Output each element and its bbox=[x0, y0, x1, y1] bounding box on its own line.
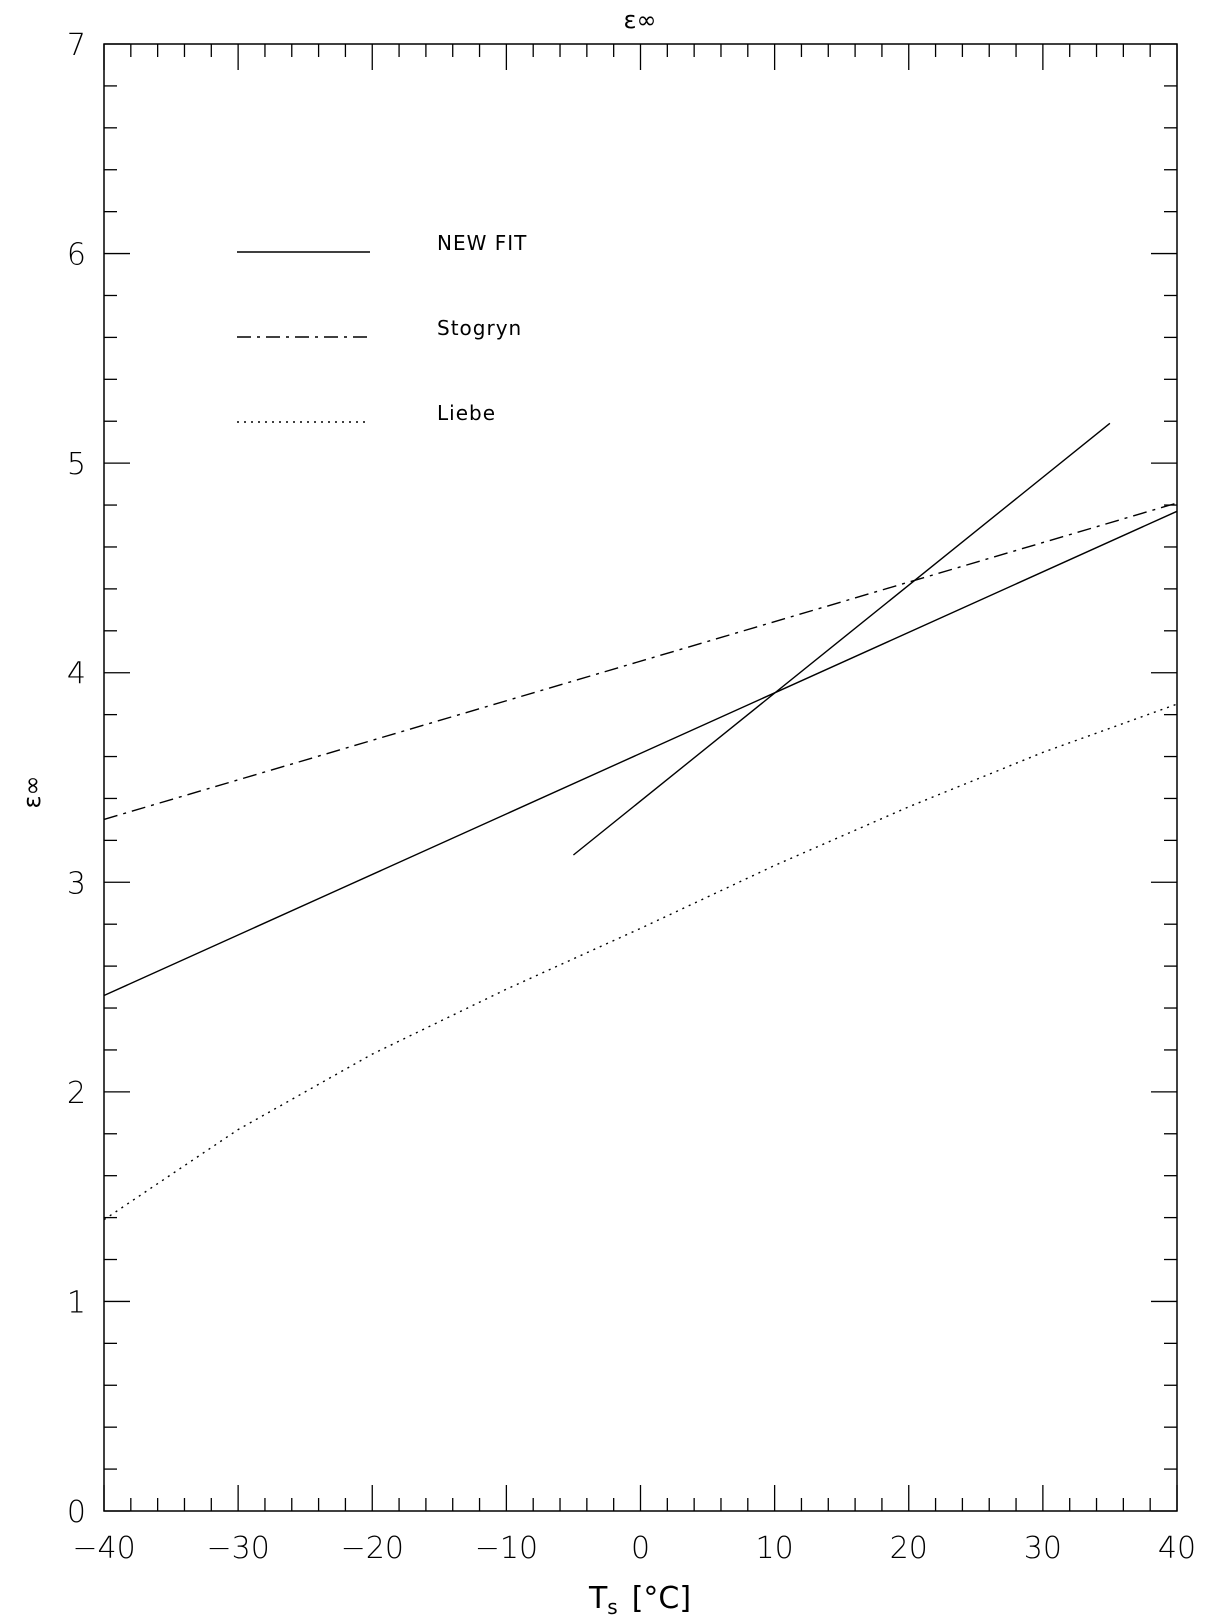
y-tick-label: 2 bbox=[67, 1076, 86, 1111]
x-tick-label: 30 bbox=[1024, 1531, 1062, 1566]
x-tick-label: −30 bbox=[206, 1531, 269, 1566]
y-tick-label: 3 bbox=[67, 866, 86, 901]
y-tick-label: 5 bbox=[67, 447, 86, 482]
x-tick-label: 10 bbox=[756, 1531, 794, 1566]
series-new-fit-line bbox=[103, 510, 1178, 997]
y-tick-label: 0 bbox=[67, 1495, 86, 1530]
legend-label: Liebe bbox=[437, 401, 496, 425]
x-axis-label-sub: s bbox=[607, 1595, 617, 1618]
y-axis-label: ε∞ bbox=[18, 776, 46, 809]
y-tick-label: 6 bbox=[67, 238, 86, 273]
x-tick-label: 40 bbox=[1158, 1531, 1196, 1566]
axis-ticks bbox=[103, 43, 1178, 1512]
x-axis-label-unit: [°C] bbox=[632, 1581, 691, 1616]
legend-label: NEW FIT bbox=[437, 231, 527, 255]
series-new-fit-line bbox=[572, 422, 1111, 856]
y-tick-label: 7 bbox=[67, 28, 86, 63]
series-liebe-line bbox=[103, 703, 1178, 1221]
x-tick-label: −20 bbox=[341, 1531, 404, 1566]
x-tick-label: −10 bbox=[475, 1531, 538, 1566]
x-tick-label: 20 bbox=[890, 1531, 928, 1566]
y-tick-label: 4 bbox=[67, 657, 86, 692]
x-axis-label-main: T bbox=[588, 1581, 608, 1616]
x-tick-label: 0 bbox=[631, 1531, 650, 1566]
x-tick-label: −40 bbox=[72, 1531, 135, 1566]
series-stogryn-line bbox=[103, 502, 1178, 821]
series-group bbox=[103, 422, 1178, 1221]
tick-labels: −40 −30 −20 −10 0 10 20 30 40 0 1 2 3 4 5 6 7 bbox=[67, 28, 1196, 1566]
chart-title: ε∞ bbox=[624, 6, 657, 34]
legend: NEW FIT Stogryn Liebe bbox=[237, 231, 527, 425]
plot-frame bbox=[103, 43, 1178, 1512]
y-tick-label: 1 bbox=[67, 1285, 86, 1320]
x-axis-label: Ts [°C] bbox=[588, 1581, 691, 1618]
legend-label: Stogryn bbox=[437, 316, 522, 340]
